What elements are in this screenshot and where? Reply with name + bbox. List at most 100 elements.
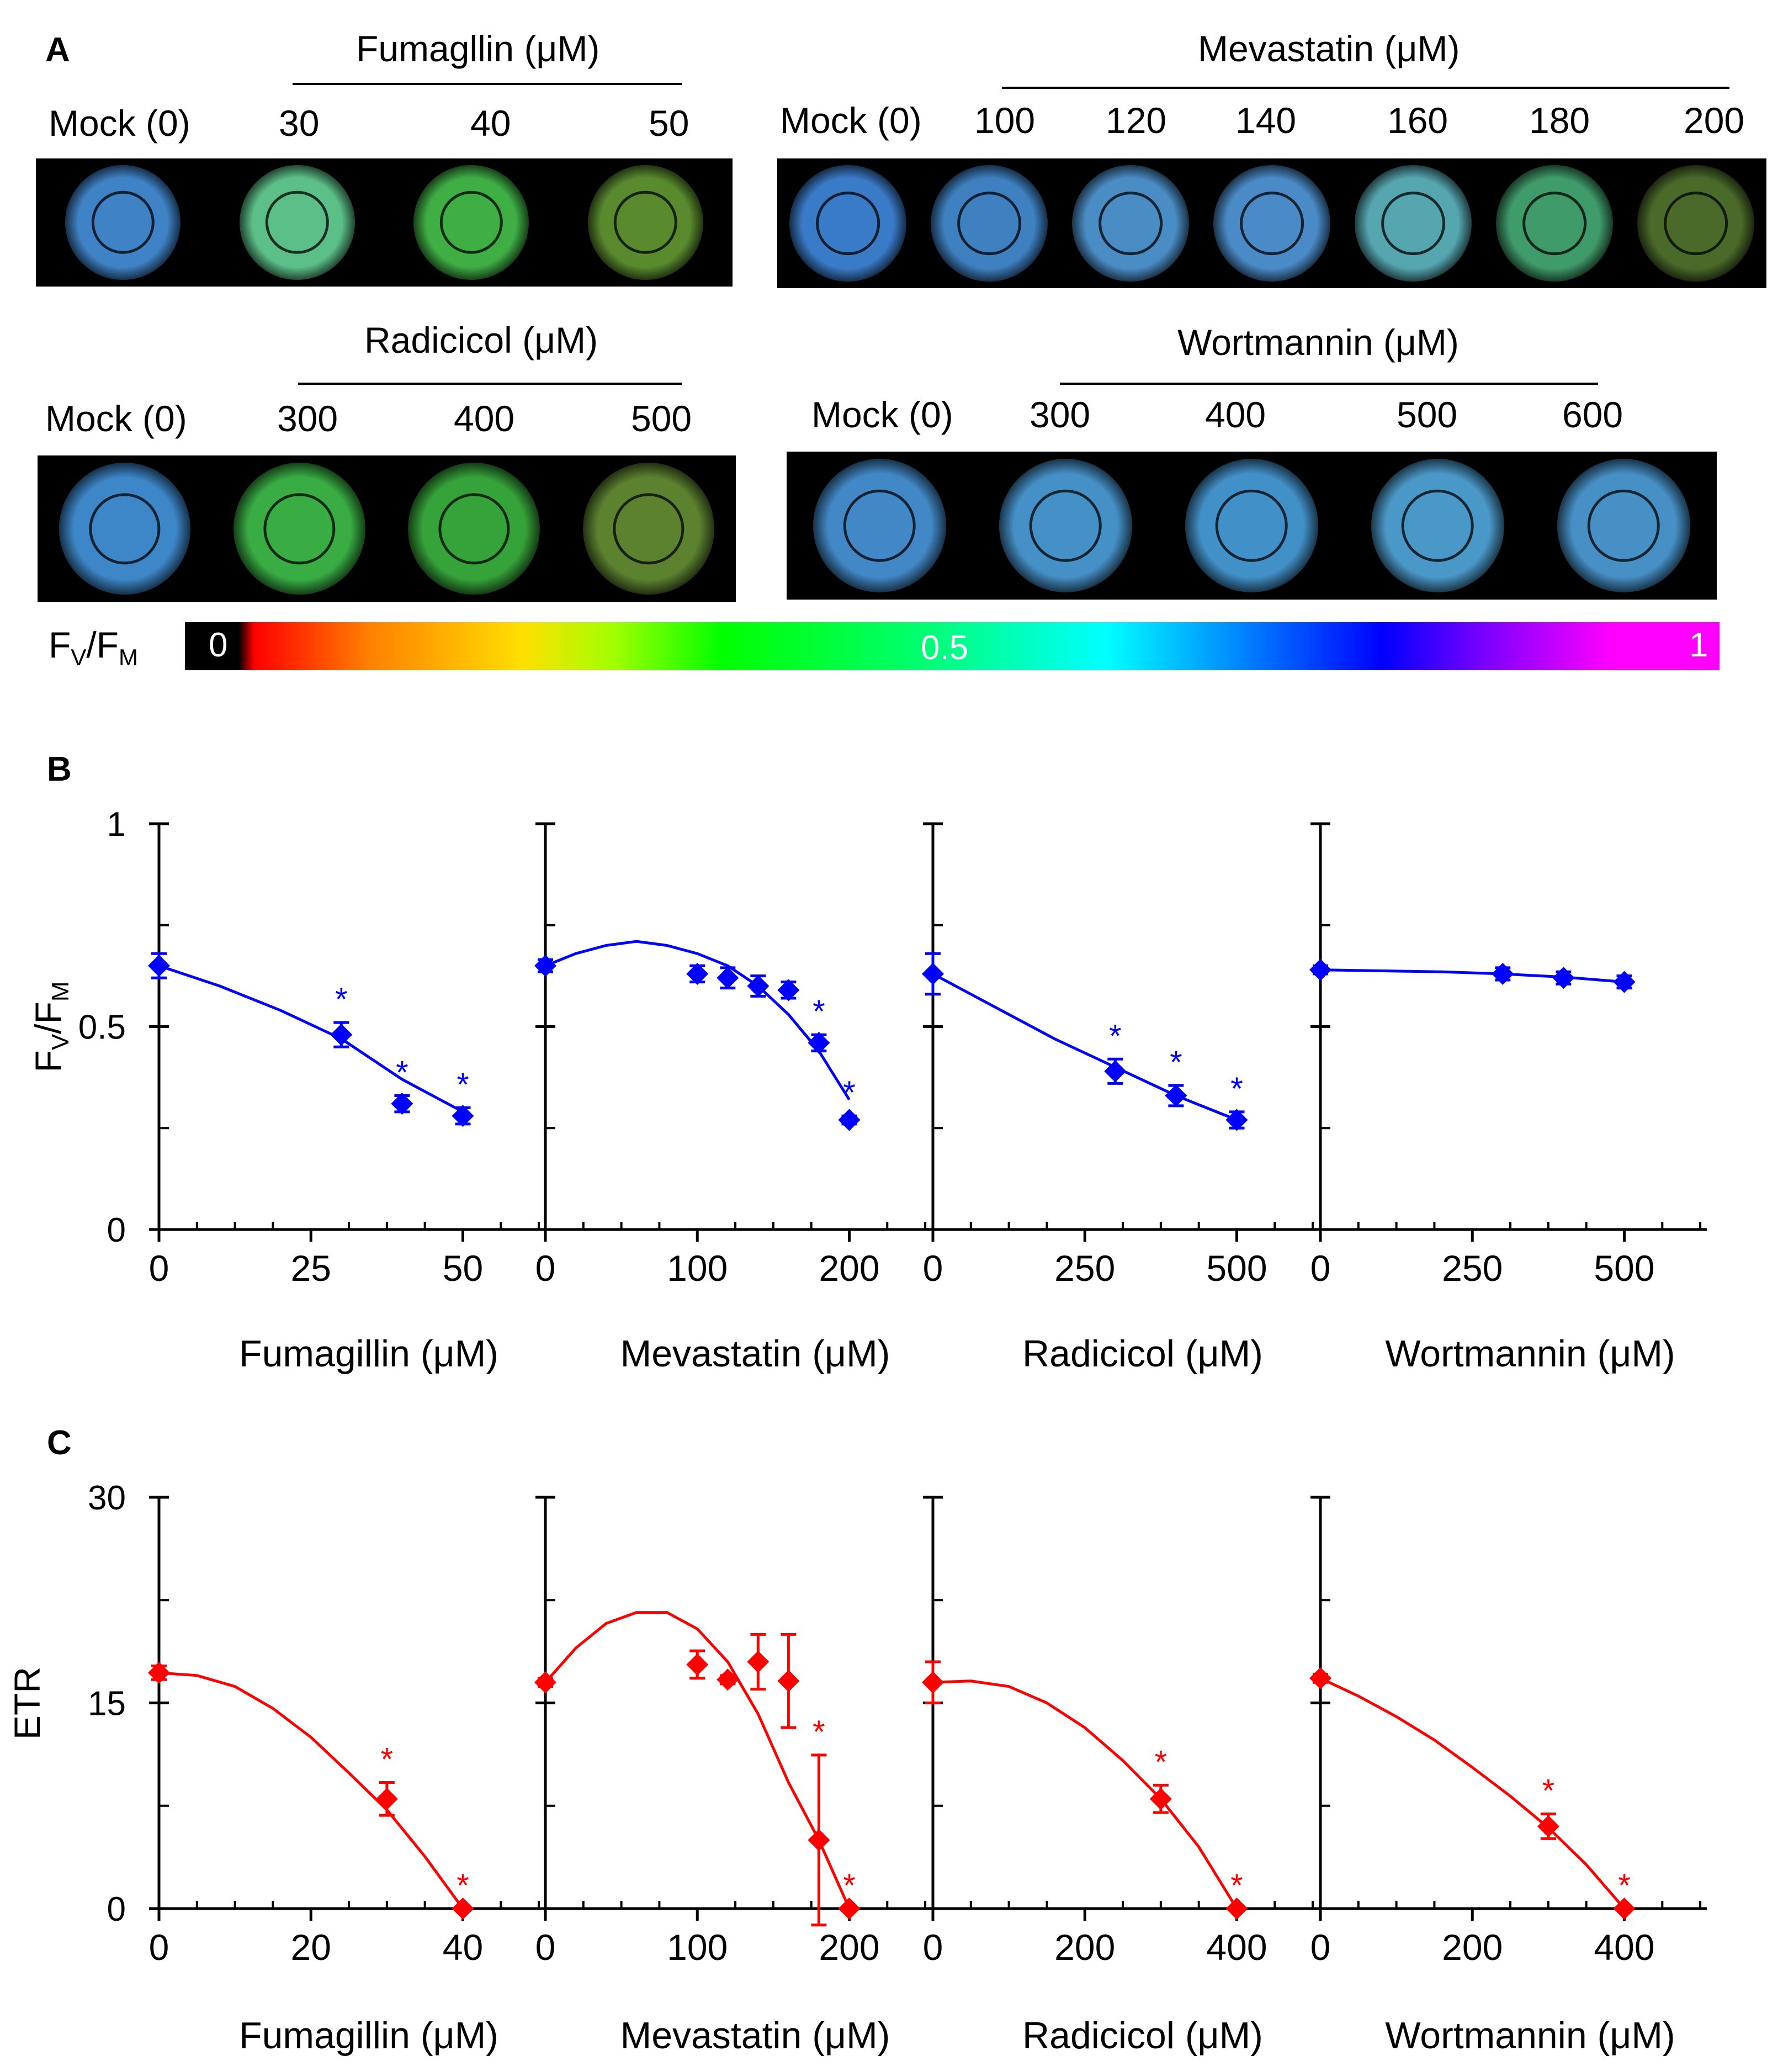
data-point — [777, 1670, 800, 1692]
data-point — [1225, 1109, 1248, 1131]
fit-curve — [932, 972, 1238, 1121]
panel-a-dose-label: 140 — [1235, 100, 1297, 141]
panel-a-mock-label: Mock (0) — [45, 398, 187, 439]
fit-curve — [158, 1671, 464, 1910]
x-tick-label: 0 — [149, 1927, 169, 1968]
x-tick-label: 0 — [923, 1248, 943, 1289]
data-point — [717, 1668, 739, 1691]
significance-asterisk: * — [843, 1868, 856, 1904]
y-tick-label: 15 — [88, 1685, 126, 1723]
x-axis-title: Wortmannin (μM) — [1385, 1333, 1675, 1375]
well-image-strip-mevastatin — [777, 158, 1766, 288]
well-ring — [89, 492, 161, 565]
x-tick-label: 250 — [1054, 1248, 1115, 1289]
significance-asterisk: * — [1109, 1018, 1122, 1054]
panel-a-mock-label: Mock (0) — [780, 100, 922, 141]
x-tick-label: 20 — [291, 1927, 331, 1968]
significance-asterisk: * — [381, 1742, 394, 1778]
x-axis-title: Fumagillin (μM) — [239, 1333, 498, 1375]
fit-curve — [544, 1611, 851, 1910]
significance-asterisk: * — [1230, 1868, 1243, 1904]
fit-curve — [1320, 968, 1625, 984]
leaf-disc-well — [587, 165, 703, 280]
leaf-disc-well — [59, 463, 191, 595]
well-ring — [91, 190, 155, 255]
panel-a-dose-bracket-wortmannin — [1060, 383, 1598, 385]
fit-curve — [932, 1679, 1238, 1910]
y-axis-title: ETR — [7, 1667, 47, 1740]
well-ring — [614, 190, 677, 255]
x-tick-label: 400 — [1206, 1927, 1267, 1968]
panel-a-compound-mevastatin: Mevastatin (μM) — [1198, 28, 1460, 69]
panel-a-dose-label: 40 — [470, 103, 511, 144]
panel-a-dose-label: 300 — [277, 398, 338, 439]
well-image-strip-fumagillin — [36, 158, 733, 287]
well-ring — [1216, 489, 1288, 562]
panel-a-compound-fumagillin: Fumagllin (μM) — [356, 28, 600, 69]
data-point — [808, 1829, 830, 1851]
data-point — [747, 975, 770, 997]
panel-a-dose-label: 30 — [279, 103, 320, 144]
data-point — [452, 1105, 474, 1127]
leaf-disc-well — [1637, 165, 1754, 282]
y-tick-label: 0 — [107, 1890, 126, 1928]
x-tick-label: 200 — [819, 1248, 879, 1289]
significance-asterisk: * — [1542, 1773, 1555, 1809]
leaf-disc-well — [413, 165, 529, 280]
panel-a-dose-bracket-fumagillin — [293, 83, 682, 85]
leaf-disc-well — [999, 459, 1133, 592]
x-tick-label: 0 — [1310, 1927, 1331, 1968]
significance-asterisk: * — [1170, 1045, 1182, 1080]
panel-a-compound-wortmannin: Wortmannin (μM) — [1177, 322, 1459, 363]
x-tick-label: 40 — [443, 1927, 483, 1968]
panel-b-letter: B — [47, 750, 72, 788]
data-point — [686, 1653, 709, 1676]
leaf-disc-well — [789, 165, 906, 282]
data-point — [148, 955, 170, 977]
x-tick-label: 0 — [149, 1248, 169, 1289]
significance-asterisk: * — [457, 1067, 469, 1103]
leaf-disc-well — [408, 463, 540, 595]
data-point — [838, 1109, 861, 1131]
data-point — [747, 1651, 770, 1673]
x-tick-label: 100 — [667, 1927, 728, 1968]
panel-c-letter: C — [47, 1424, 72, 1462]
colorbar-tick-1: 1 — [1689, 626, 1708, 664]
data-point — [375, 1788, 398, 1810]
well-image-strip-wortmannin — [787, 452, 1717, 600]
data-point — [1492, 962, 1514, 985]
x-tick-label: 200 — [1442, 1927, 1503, 1968]
panel-a-dose-label: 180 — [1529, 100, 1590, 141]
significance-asterisk: * — [1155, 1745, 1168, 1780]
data-point — [1613, 1898, 1636, 1920]
leaf-disc-well — [1371, 459, 1505, 592]
panel-a-dose-bracket-radicicol — [298, 383, 682, 385]
well-ring — [266, 190, 329, 255]
x-tick-label: 25 — [291, 1248, 331, 1289]
panel-a-dose-bracket-mevastatin — [1002, 87, 1729, 89]
well-ring — [1381, 191, 1445, 256]
x-tick-label: 250 — [1442, 1248, 1503, 1289]
y-tick-label: 0.5 — [78, 1009, 126, 1047]
fit-curve — [1319, 1677, 1626, 1910]
data-point — [1225, 1898, 1248, 1920]
data-point — [717, 967, 739, 989]
data-point — [452, 1898, 474, 1920]
x-tick-label: 0 — [535, 1927, 556, 1968]
significance-asterisk: * — [813, 994, 825, 1030]
panel-a-compound-radicicol: Radicicol (μM) — [364, 320, 598, 361]
leaf-disc-well — [1213, 165, 1330, 282]
data-point — [1149, 1788, 1172, 1810]
fv-fm-colorbar — [185, 622, 1720, 670]
data-point — [1552, 967, 1575, 989]
well-image-strip-radicicol — [38, 455, 736, 602]
well-ring — [843, 489, 916, 562]
panel-a-dose-label: 50 — [649, 103, 689, 144]
y-tick-label: 30 — [88, 1479, 126, 1517]
x-axis-title: Wortmannin (μM) — [1385, 2015, 1675, 2057]
x-tick-label: 500 — [1594, 1248, 1654, 1289]
leaf-disc-well — [239, 165, 355, 280]
data-point — [1309, 958, 1331, 981]
well-ring — [263, 492, 335, 565]
